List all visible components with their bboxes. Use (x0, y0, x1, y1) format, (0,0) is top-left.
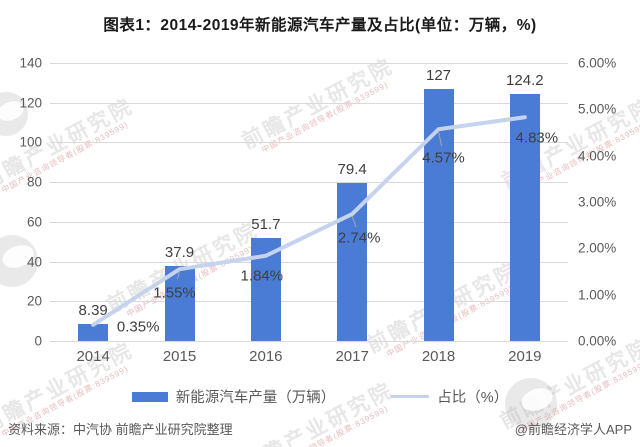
left-axis-tick: 40 (26, 254, 42, 270)
bar-value-label: 127 (425, 66, 452, 84)
left-axis-tick: 80 (26, 174, 42, 190)
x-axis-label: 2017 (335, 348, 369, 365)
x-axis-label: 2015 (162, 348, 197, 365)
left-axis-tick: 60 (26, 214, 42, 230)
legend-label-production: 新能源汽车产量（万辆） (175, 390, 336, 406)
line-value-label: 1.84% (240, 267, 284, 285)
gridline (50, 142, 568, 144)
bar-2015 (164, 265, 195, 341)
x-axis-label: 2014 (76, 348, 110, 365)
label-leader-line (351, 215, 357, 228)
trend-line (91, 115, 527, 327)
line-value-label: 0.35% (116, 318, 160, 336)
bar-value-label: 124.2 (506, 72, 544, 90)
label-leader-line (177, 271, 180, 280)
bar-2014 (78, 324, 109, 341)
gridline (50, 182, 568, 184)
legend: 新能源汽车产量（万辆） 占比（%） (0, 386, 640, 407)
right-axis-tick: 1.00% (578, 287, 617, 303)
gridline (50, 63, 568, 64)
x-axis-label: 2019 (508, 348, 542, 365)
x-axis-label: 2018 (421, 348, 456, 365)
right-axis-tick: 3.00% (578, 194, 617, 210)
plot-area: 8.39 37.9 51.7 79.4 127 124.2 0.35% 1.55% 1.84% 2… (50, 63, 568, 342)
right-axis-tick: 6.00% (578, 55, 617, 71)
legend-item-share: 占比（%） (391, 386, 508, 407)
bar-value-label: 79.4 (337, 161, 367, 179)
bar-2017 (337, 183, 368, 341)
bar-value-label: 51.7 (251, 216, 281, 234)
left-axis-tick: 0 (34, 333, 42, 349)
right-axis-tick: 4.00% (578, 148, 617, 164)
right-axis-tick: 0.00% (578, 333, 617, 349)
gridline (50, 301, 568, 303)
gridline (50, 102, 568, 104)
line-series-swatch (391, 395, 430, 398)
legend-label-share: 占比（%） (437, 390, 509, 406)
bar-value-label: 37.9 (164, 243, 195, 261)
line-value-label: 2.74% (337, 229, 381, 247)
bar-value-label: 8.39 (78, 302, 108, 320)
label-leader-line (438, 131, 442, 147)
gridline (50, 341, 568, 342)
left-axis-tick: 100 (19, 134, 42, 150)
source-note: 资料来源：中汽协 前瞻产业研究院整理 (8, 422, 233, 437)
chart-title: 图表1：2014-2019年新能源汽车产量及占比(单位：万辆，%) (103, 17, 537, 34)
left-axis-tick: 20 (26, 293, 42, 309)
legend-item-production: 新能源汽车产量（万辆） (131, 386, 336, 407)
line-value-label: 1.55% (153, 284, 196, 302)
left-axis-tick: 120 (19, 95, 42, 111)
gridline (50, 261, 568, 263)
bar-series-swatch (131, 391, 168, 402)
gridline (50, 221, 568, 223)
x-axis-label: 2016 (249, 348, 283, 365)
right-axis-tick: 2.00% (578, 240, 617, 256)
credit-note: @前瞻经济学人APP (514, 422, 632, 437)
line-value-label: 4.83% (515, 129, 559, 147)
bar-2019 (509, 94, 540, 341)
footer: 资料来源：中汽协 前瞻产业研究院整理 @前瞻经济学人APP (0, 419, 640, 438)
line-value-label: 4.57% (422, 149, 465, 167)
right-axis-tick: 5.00% (578, 101, 617, 117)
left-axis-tick: 140 (19, 55, 42, 71)
